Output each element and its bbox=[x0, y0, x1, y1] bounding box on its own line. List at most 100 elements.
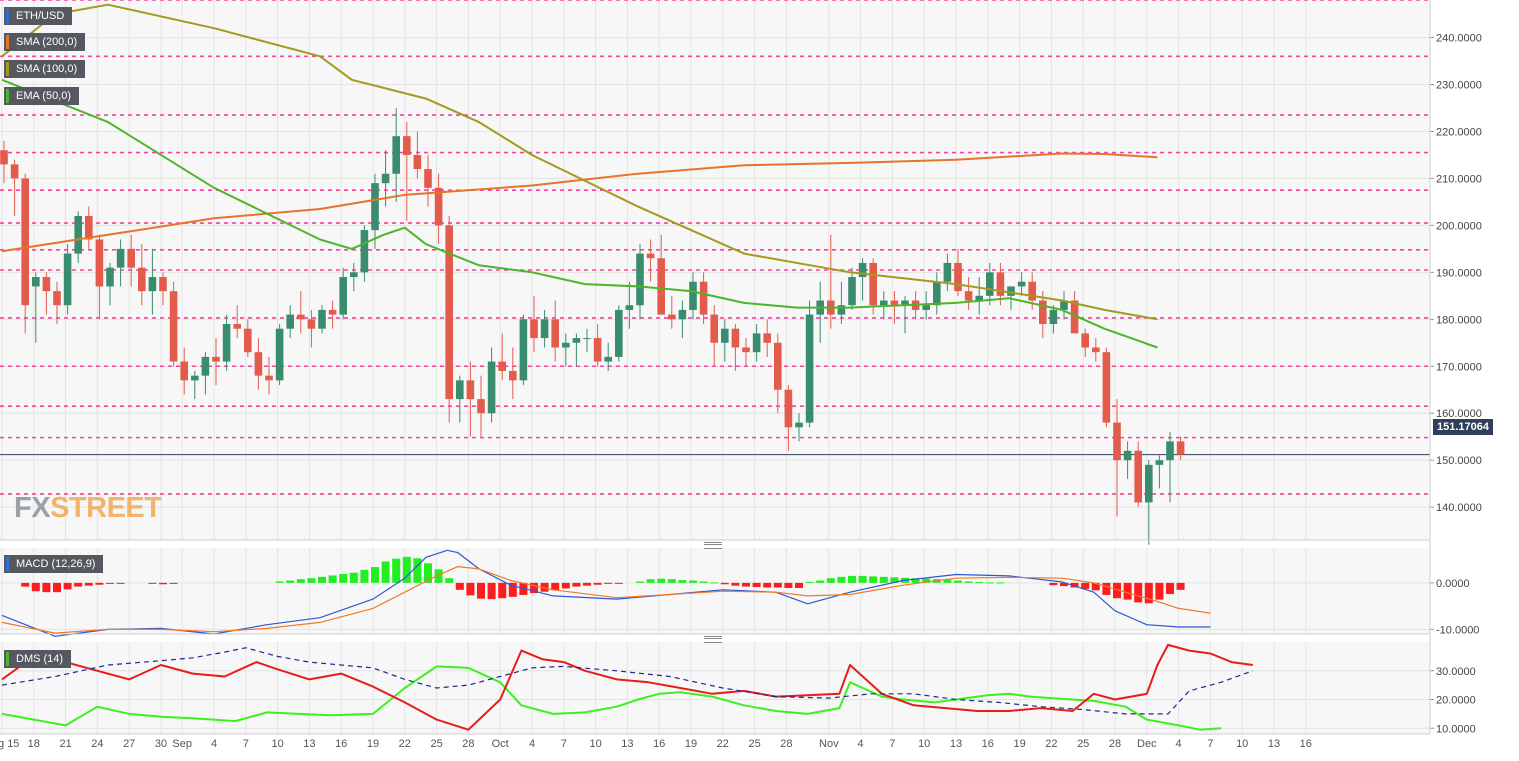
macd-histogram-bar bbox=[561, 582, 570, 589]
x-tick-label: 18 bbox=[28, 738, 40, 750]
candle-up bbox=[286, 314, 294, 329]
macd-histogram-bar bbox=[349, 572, 358, 583]
candle-down bbox=[742, 347, 750, 353]
candle-down bbox=[477, 399, 485, 414]
candle-up bbox=[752, 333, 761, 353]
macd-histogram-bar bbox=[657, 578, 666, 583]
macd-histogram-bar bbox=[805, 581, 814, 583]
candle-up bbox=[318, 309, 326, 329]
candle-down bbox=[233, 324, 241, 329]
dms-pane[interactable] bbox=[0, 642, 1430, 734]
candle-down bbox=[1092, 347, 1100, 353]
candle-down bbox=[964, 291, 973, 301]
price-y-tick-label: 200.0000 bbox=[1436, 220, 1482, 232]
candle-down bbox=[1028, 281, 1036, 301]
macd-histogram-bar bbox=[540, 582, 549, 592]
candle-down bbox=[466, 380, 475, 400]
candle-down bbox=[699, 281, 708, 315]
candle-down bbox=[159, 277, 167, 292]
candle-down bbox=[890, 300, 899, 306]
macd-histogram-bar bbox=[477, 582, 485, 599]
current-price-label: 151.17064 bbox=[1433, 419, 1493, 435]
macd-histogram-bar bbox=[911, 578, 920, 583]
sma200-line bbox=[1, 152, 1158, 253]
macd-histogram-bar bbox=[1113, 582, 1121, 599]
macd-tag[interactable]: MACD (12,26,9) bbox=[4, 555, 104, 573]
candle-down bbox=[10, 164, 19, 179]
candle-up bbox=[975, 295, 983, 301]
candle-up bbox=[615, 309, 623, 357]
x-tick-label: 28 bbox=[462, 738, 474, 750]
sma100-tag[interactable]: SMA (100,0) bbox=[4, 60, 86, 78]
candle-down bbox=[763, 333, 771, 343]
macd-histogram-bar bbox=[328, 575, 337, 583]
candle-up bbox=[943, 262, 952, 282]
macd-pane-resize-handle[interactable] bbox=[704, 542, 722, 549]
candle-down bbox=[0, 150, 8, 165]
candle-up bbox=[74, 216, 82, 254]
x-tick-label: 4 bbox=[858, 738, 864, 750]
candle-down bbox=[869, 262, 877, 306]
instrument-tag[interactable]: ETH/USD bbox=[4, 7, 73, 25]
sma200-tag[interactable]: SMA (200,0) bbox=[4, 33, 86, 51]
macd-histogram-bar bbox=[922, 578, 931, 583]
candle-down bbox=[127, 248, 135, 268]
x-tick-label: 16 bbox=[335, 738, 347, 750]
x-tick-label: 16 bbox=[1300, 738, 1312, 750]
x-tick-label: 7 bbox=[561, 738, 567, 750]
macd-histogram-bar bbox=[402, 556, 411, 583]
candle-up bbox=[1049, 309, 1058, 324]
dms-tag[interactable]: DMS (14) bbox=[4, 650, 72, 668]
x-tick-label: 7 bbox=[889, 738, 895, 750]
candle-down bbox=[1113, 422, 1121, 461]
candle-up bbox=[562, 342, 570, 348]
x-tick-label: 22 bbox=[717, 738, 729, 750]
macd-histogram-bar bbox=[784, 582, 793, 588]
candle-up bbox=[880, 300, 888, 306]
macd-histogram-bar bbox=[636, 581, 644, 583]
x-tick-label: 10 bbox=[271, 738, 283, 750]
x-tick-label: 27 bbox=[123, 738, 135, 750]
candle-down bbox=[710, 314, 718, 343]
macd-histogram-bar bbox=[1049, 582, 1058, 586]
x-tick-label: 22 bbox=[399, 738, 411, 750]
x-tick-label: Dec bbox=[1137, 738, 1157, 750]
candle-down bbox=[530, 319, 538, 339]
candle-down bbox=[85, 216, 93, 240]
x-tick-label: Oct bbox=[492, 738, 509, 750]
candle-down bbox=[169, 291, 178, 362]
candle-up bbox=[275, 328, 284, 381]
candle-down bbox=[297, 314, 305, 320]
macd-histogram-bar bbox=[614, 582, 623, 584]
candle-up bbox=[381, 173, 390, 184]
macd-histogram-bar bbox=[699, 581, 708, 583]
x-tick-label: 4 bbox=[529, 738, 535, 750]
macd-histogram-bar bbox=[318, 576, 326, 583]
macd-histogram-bar bbox=[508, 582, 517, 597]
macd-histogram-bar bbox=[667, 579, 676, 583]
candle-up bbox=[1123, 450, 1132, 461]
x-tick-label: 25 bbox=[748, 738, 760, 750]
candle-up bbox=[858, 262, 867, 278]
candle-up bbox=[392, 136, 400, 174]
candle-down bbox=[1134, 450, 1142, 503]
macd-y-tick-label: 0.0000 bbox=[1436, 578, 1470, 590]
macd-histogram-bar bbox=[53, 582, 61, 593]
ema50-label: EMA (50,0) bbox=[16, 90, 72, 102]
candle-down bbox=[774, 342, 782, 390]
ema50-tag[interactable]: EMA (50,0) bbox=[4, 87, 80, 105]
x-tick-label: 4 bbox=[211, 738, 217, 750]
candle-up bbox=[933, 281, 941, 306]
macd-histogram-bar bbox=[360, 569, 369, 583]
candle-up bbox=[1166, 441, 1174, 461]
dms-pane-resize-handle[interactable] bbox=[704, 636, 722, 643]
macd-histogram-bar bbox=[381, 561, 390, 583]
macd-histogram-bar bbox=[763, 582, 772, 588]
candle-up bbox=[339, 277, 347, 315]
candle-up bbox=[678, 309, 687, 320]
macd-histogram-bar bbox=[106, 582, 114, 584]
x-tick-label: Aug 15 bbox=[0, 738, 19, 750]
macd-histogram-bar bbox=[63, 582, 72, 590]
macd-histogram-bar bbox=[392, 558, 401, 583]
